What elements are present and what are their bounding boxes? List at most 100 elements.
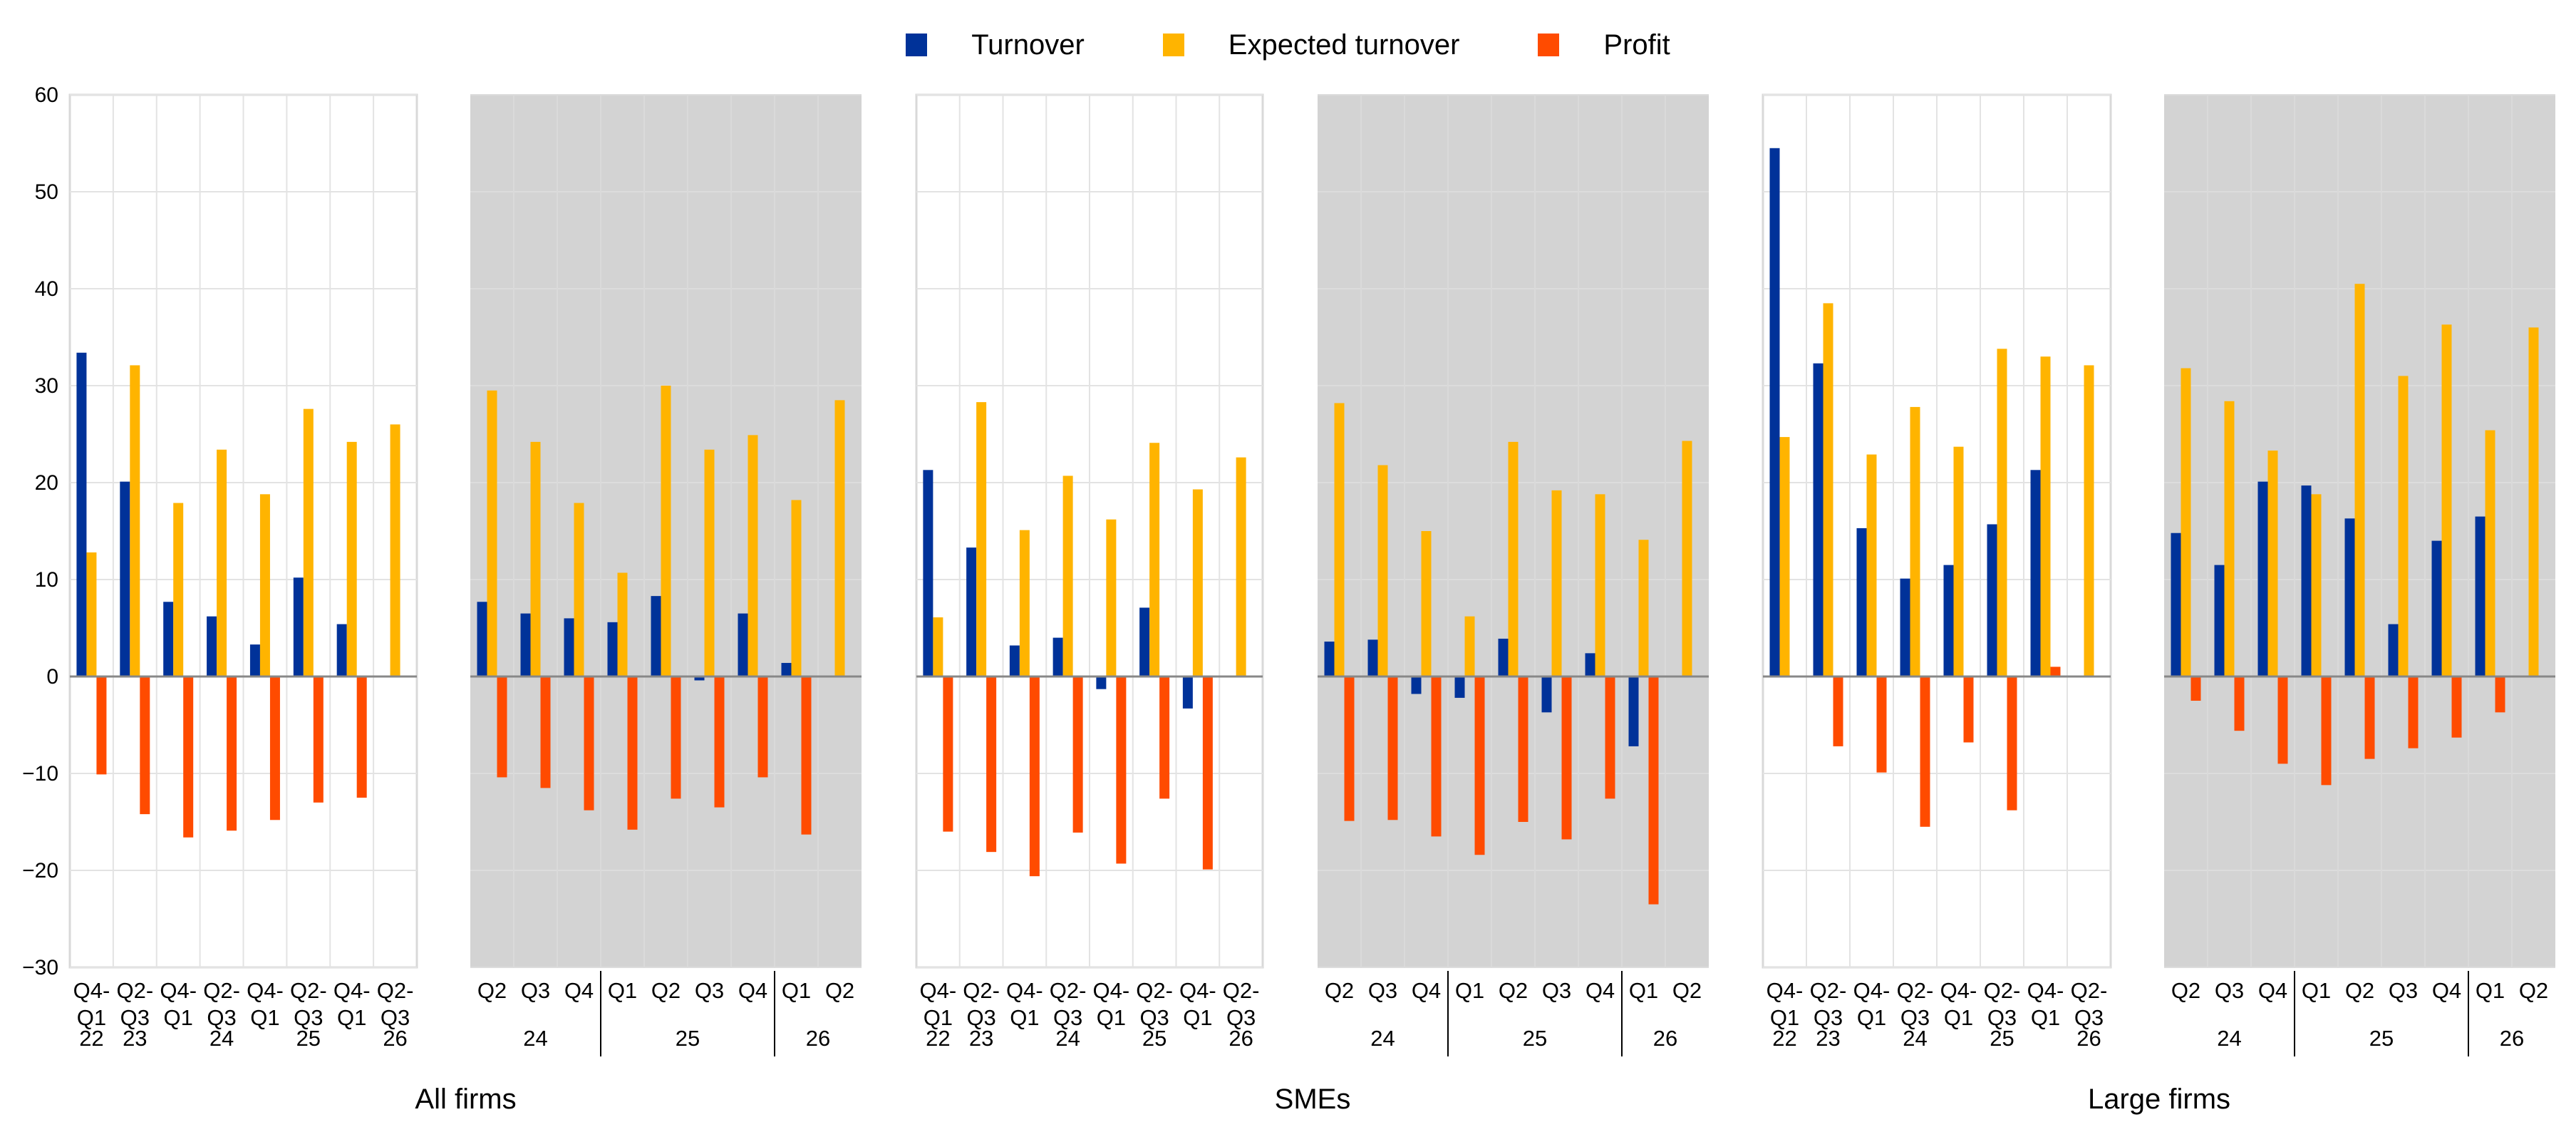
x-tick-label: Q1 (924, 1005, 953, 1030)
x-year-label: 26 (383, 1026, 407, 1051)
bar-expected-turnover (2354, 284, 2365, 676)
x-tick-label: Q1 (1857, 1005, 1886, 1030)
x-year-label: 25 (1142, 1026, 1167, 1051)
bar-profit (2050, 667, 2061, 676)
bar-expected-turnover (791, 500, 802, 676)
x-tick-label: Q4- (2027, 978, 2064, 1003)
bar-expected-turnover (617, 572, 628, 676)
x-tick-label: Q4 (738, 978, 767, 1003)
bar-turnover (1009, 645, 1020, 676)
x-year-label: 26 (1653, 1026, 1677, 1051)
x-tick-label: Q1 (1944, 1005, 1973, 1030)
bar-profit (2364, 676, 2375, 759)
bar-profit (2007, 676, 2017, 811)
bar-expected-turnover (2224, 401, 2235, 676)
x-tick-label: Q2 (1499, 978, 1528, 1003)
x-tick-label: Q4- (247, 978, 284, 1003)
x-tick-label: Q4 (2432, 978, 2461, 1003)
bar-profit (1202, 676, 1213, 870)
bar-expected-turnover (1334, 403, 1345, 676)
bar-profit (1833, 676, 1843, 746)
x-year-label: 24 (1055, 1026, 1080, 1051)
bar-profit (140, 676, 150, 815)
x-tick-label: Q2 (2171, 978, 2200, 1003)
bar-expected-turnover (1823, 303, 1833, 676)
x-year-label: 26 (2500, 1026, 2524, 1051)
bar-expected-turnover (1377, 465, 1388, 676)
bar-expected-turnover (1953, 446, 1964, 676)
x-year-label: 23 (969, 1026, 993, 1051)
x-tick-label: Q3 (1226, 1005, 1256, 1030)
bar-expected-turnover (86, 552, 97, 676)
bar-turnover (2344, 518, 2355, 676)
bar-expected-turnover (834, 400, 845, 676)
x-tick-label: Q3 (695, 978, 724, 1003)
x-tick-label: Q3 (2215, 978, 2244, 1003)
bar-expected-turnover (976, 402, 987, 676)
bar-expected-turnover (2398, 376, 2409, 676)
bar-profit (227, 676, 237, 831)
group-title: All firms (415, 1084, 516, 1115)
bar-turnover (163, 602, 174, 676)
bar-profit (1072, 676, 1083, 833)
bar-turnover (1182, 676, 1193, 709)
bar-profit (269, 676, 280, 820)
x-year-label: 24 (210, 1026, 234, 1051)
bar-turnover (2257, 481, 2268, 676)
x-tick-label: Q1 (608, 978, 637, 1003)
x-tick-label: Q1 (2302, 978, 2331, 1003)
y-tick-label: 0 (46, 665, 58, 689)
bar-turnover (1096, 676, 1107, 689)
bar-expected-turnover (1464, 616, 1475, 676)
x-tick-label: Q2- (1897, 978, 1934, 1003)
x-tick-label: Q2 (2519, 978, 2548, 1003)
bar-expected-turnover (1779, 437, 1790, 676)
bar-profit (2321, 676, 2332, 786)
x-tick-label: Q3 (120, 1005, 150, 1030)
legend-label-expected-turnover: Expected turnover (1228, 29, 1460, 61)
bar-expected-turnover (1421, 531, 1432, 676)
legend-swatch-turnover (906, 34, 928, 56)
bar-profit (714, 676, 725, 808)
bar-turnover (1498, 638, 1509, 676)
bar-turnover (738, 613, 748, 676)
bar-turnover (2431, 540, 2442, 676)
bar-expected-turnover (530, 441, 541, 676)
x-tick-label: Q2- (290, 978, 327, 1003)
x-tick-label: Q3 (1987, 1005, 2017, 1030)
x-tick-label: Q2- (2071, 978, 2108, 1003)
bar-profit (1920, 676, 1930, 827)
x-year-label: 22 (1772, 1026, 1796, 1051)
bar-profit (2277, 676, 2288, 764)
y-tick-label: −30 (22, 956, 58, 979)
bar-expected-turnover (2441, 324, 2452, 676)
bar-expected-turnover (1638, 540, 1649, 676)
x-tick-label: Q1 (1183, 1005, 1212, 1030)
x-tick-label: Q4 (1586, 978, 1615, 1003)
x-year-label: 22 (926, 1026, 950, 1051)
x-tick-label: Q1 (1455, 978, 1484, 1003)
bar-expected-turnover (933, 617, 943, 676)
bar-turnover (207, 616, 217, 676)
x-tick-label: Q4- (1093, 978, 1130, 1003)
bar-expected-turnover (1236, 457, 1246, 676)
x-year-label: 22 (79, 1026, 103, 1051)
bar-turnover (2171, 533, 2181, 676)
bar-profit (1963, 676, 1974, 743)
x-tick-label: Q3 (381, 1005, 410, 1030)
group-title: Large firms (2088, 1084, 2230, 1115)
x-tick-label: Q2- (1136, 978, 1173, 1003)
x-tick-label: Q1 (164, 1005, 193, 1030)
bar-turnover (76, 352, 87, 676)
bar-turnover (120, 481, 130, 676)
x-tick-label: Q4- (1853, 978, 1890, 1003)
bar-expected-turnover (217, 449, 227, 676)
bar-profit (1344, 676, 1355, 821)
x-tick-label: Q3 (2389, 978, 2418, 1003)
bar-turnover (1987, 524, 1997, 676)
x-tick-label: Q4- (73, 978, 110, 1003)
bar-turnover (2301, 485, 2312, 676)
bar-profit (671, 676, 681, 799)
bar-turnover (249, 644, 260, 676)
